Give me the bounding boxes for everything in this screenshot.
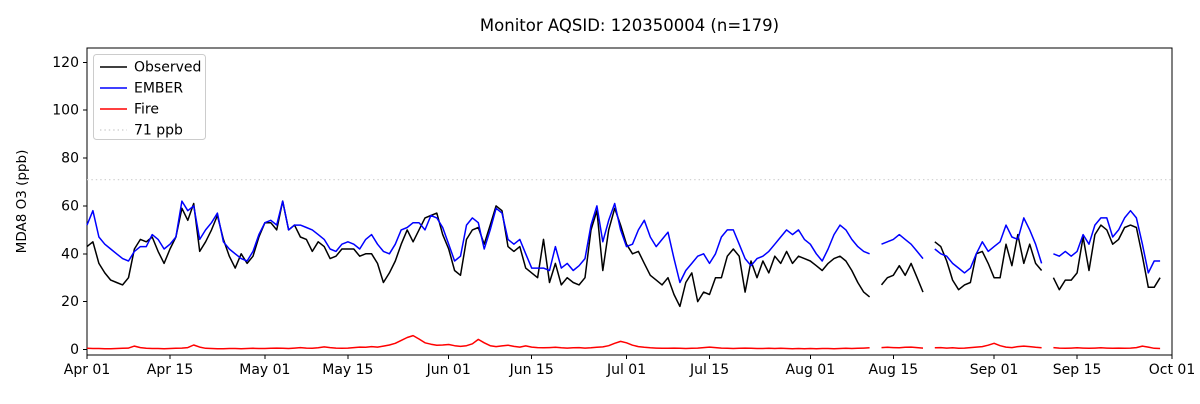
plot-area: Apr 01 Apr 15 May 01 May 15 Jun 01 Jun 15 Jul … [52, 47, 1195, 378]
y-tick-label: 120 [52, 55, 79, 71]
legend-label-ember: EMBER [134, 81, 183, 97]
x-tick-label: Apr 15 [147, 362, 193, 378]
axes-frame [86, 47, 1173, 356]
x-tick-label: Jun 15 [509, 362, 554, 378]
x-tick-label: May 15 [322, 362, 373, 378]
y-tick-label: 0 [70, 342, 79, 358]
y-tick-label: 20 [61, 294, 79, 310]
legend-label-71-ppb: 71 ppb [134, 123, 183, 139]
x-tick-label: Jul 15 [689, 362, 729, 378]
chart-title: Monitor AQSID: 120350004 (n=179) [480, 16, 779, 35]
x-tick-label: Sep 01 [970, 362, 1019, 378]
x-tick-label: Sep 15 [1053, 362, 1102, 378]
x-tick-label: Jun 01 [426, 362, 471, 378]
observed-line [86, 200, 1161, 308]
x-tick-label: Apr 01 [64, 362, 110, 378]
y-tick-label: 40 [61, 246, 79, 262]
y-axis-label: MDA8 O3 (ppb) [14, 150, 30, 254]
ember-line [86, 200, 1161, 284]
legend-label-observed: Observed [134, 60, 201, 76]
legend-box [93, 54, 206, 140]
x-tick-label: May 01 [239, 362, 290, 378]
x-tick-label: Oct 01 [1149, 362, 1195, 378]
y-tick-label: 80 [61, 151, 79, 167]
y-tick-label: 60 [61, 198, 79, 214]
legend: Observed EMBER Fire 71 ppb [93, 54, 206, 140]
fire-line [86, 334, 1161, 350]
legend-label-fire: Fire [134, 102, 159, 118]
x-tick-label: Jul 01 [606, 362, 646, 378]
x-tick-label: Aug 01 [786, 362, 836, 378]
x-tick-label: Aug 15 [869, 362, 919, 378]
y-tick-label: 100 [52, 103, 79, 119]
